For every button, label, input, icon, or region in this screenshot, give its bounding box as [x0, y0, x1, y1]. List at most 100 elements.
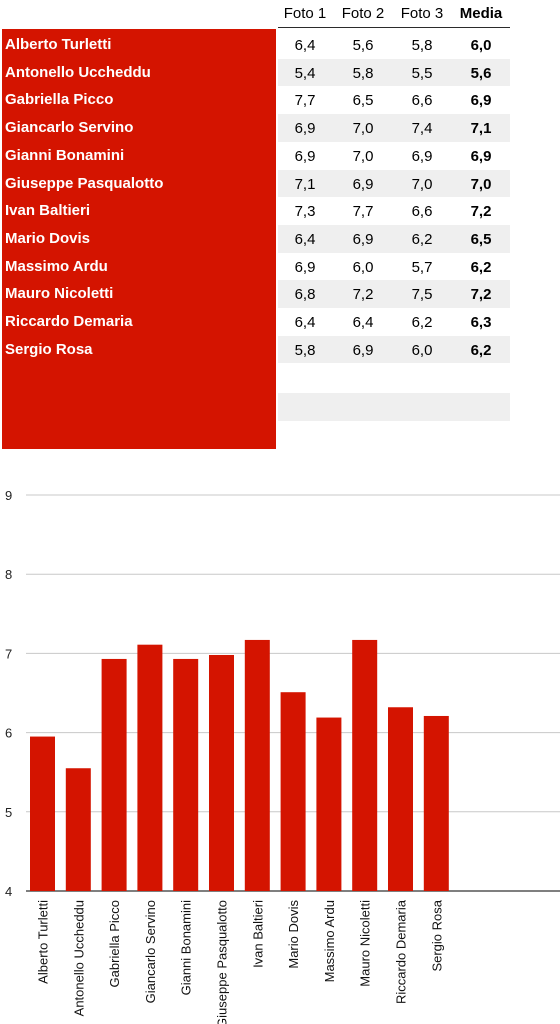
x-tick-label: Gianni Bonamini — [179, 900, 194, 995]
score-foto-2: 6,4 — [352, 314, 374, 331]
y-tick-label: 9 — [5, 488, 12, 503]
score-foto-2: 6,9 — [352, 175, 374, 193]
score-foto-1: 7,7 — [294, 92, 316, 110]
bar — [209, 654, 234, 891]
score-media: 5,6 — [470, 64, 492, 82]
row-stripe — [278, 335, 510, 364]
row-stripe — [278, 280, 510, 308]
score-foto-1: 6,9 — [294, 258, 316, 276]
header-media: Media — [459, 5, 503, 22]
score-foto-2: 7,0 — [352, 120, 374, 138]
score-foto-3: 5,7 — [411, 258, 433, 276]
table-row: Massimo Ardu 6,9 6,0 5,7 6,2 — [0, 253, 560, 281]
score-media: 6,9 — [470, 147, 492, 165]
y-tick-label: 6 — [5, 726, 12, 741]
bar — [30, 736, 55, 891]
average-score-bar-chart: 4 5 6 7 8 9 Alberto Turletti Antonello Uccheddu… — [5, 488, 560, 1024]
score-foto-1: 6,8 — [294, 286, 316, 304]
score-foto-3: 6,9 — [411, 147, 433, 165]
participant-name: Massimo Ardu — [5, 257, 108, 275]
bar — [137, 644, 163, 891]
y-tick-label: 8 — [5, 567, 12, 582]
score-media: 6,2 — [470, 258, 492, 276]
score-table: Foto 1 Foto 2 Foto 3 Media Alberto Turle… — [0, 0, 560, 450]
table-row: Alberto Turletti 6,4 5,6 5,8 6,0 — [0, 31, 560, 59]
header-underline — [278, 27, 510, 28]
score-foto-3: 5,5 — [411, 64, 433, 82]
participant-name: Gabriella Picco — [5, 91, 114, 109]
participant-name: Ivan Baltieri — [5, 202, 91, 220]
score-media: 6,9 — [470, 92, 492, 110]
bar — [352, 639, 378, 891]
row-stripe — [278, 58, 510, 87]
table-row: Giancarlo Servino 6,9 7,0 7,4 7,1 — [0, 114, 560, 142]
score-foto-1: 7,1 — [294, 175, 316, 193]
score-media: 6,5 — [470, 230, 492, 248]
y-tick-label: 7 — [5, 646, 12, 661]
y-tick-label: 5 — [5, 805, 12, 820]
participant-name: Riccardo Demaria — [5, 313, 133, 330]
score-foto-3: 7,5 — [411, 286, 433, 304]
table-row: Riccardo Demaria 6,4 6,4 6,2 6,3 — [0, 308, 560, 336]
x-tick-label: Massimo Ardu — [322, 900, 337, 982]
score-foto-3: 7,4 — [411, 120, 433, 138]
score-foto-1: 7,3 — [294, 203, 316, 221]
participant-name: Antonello Uccheddu — [5, 63, 151, 81]
bar — [101, 658, 127, 891]
table-row: Giuseppe Pasqualotto 7,1 6,9 7,0 7,0 — [0, 169, 560, 198]
score-foto-2: 6,0 — [352, 258, 374, 276]
table-row: Gianni Bonamini 6,9 7,0 6,9 6,9 — [0, 142, 560, 170]
names-panel — [2, 29, 276, 449]
score-media: 6,2 — [470, 341, 492, 359]
score-foto-3: 6,6 — [411, 203, 433, 221]
header-foto-3: Foto 3 — [400, 5, 444, 22]
bar — [280, 692, 306, 891]
bar — [65, 768, 91, 891]
score-media: 6,3 — [470, 314, 492, 331]
score-foto-2: 7,0 — [352, 147, 374, 165]
table-row: Mauro Nicoletti 6,8 7,2 7,5 7,2 — [0, 280, 560, 308]
score-foto-2: 6,9 — [352, 230, 374, 248]
header-foto-1: Foto 1 — [283, 5, 327, 22]
header-foto-2: Foto 2 — [341, 5, 385, 22]
bar — [316, 717, 342, 891]
bar — [173, 658, 199, 891]
score-foto-3: 6,6 — [411, 92, 433, 110]
score-foto-1: 6,4 — [294, 37, 316, 54]
row-stripe — [278, 114, 510, 142]
x-tick-label: Alberto Turletti — [36, 900, 51, 984]
x-tick-label: Antonello Uccheddu — [71, 900, 86, 1016]
x-tick-label: Mario Dovis — [286, 900, 301, 969]
table-row: Antonello Uccheddu 5,4 5,8 5,5 5,6 — [0, 58, 560, 87]
bar — [423, 715, 449, 891]
bar — [388, 707, 413, 891]
score-media: 7,1 — [470, 120, 492, 138]
x-tick-label: Giuseppe Pasqualotto — [215, 900, 230, 1024]
score-foto-3: 7,0 — [411, 175, 433, 193]
score-foto-1: 6,4 — [294, 230, 316, 248]
score-media: 6,0 — [470, 37, 492, 54]
score-foto-3: 5,8 — [411, 37, 433, 54]
x-tick-label: Ivan Baltieri — [250, 900, 265, 968]
score-foto-1: 6,9 — [294, 120, 316, 138]
score-media: 7,2 — [470, 286, 492, 304]
score-foto-2: 7,7 — [352, 203, 374, 221]
x-tick-label: Gabriella Picco — [107, 900, 122, 987]
x-tick-label: Giancarlo Servino — [143, 900, 158, 1003]
participant-name: Mario Dovis — [5, 229, 91, 247]
score-foto-2: 5,6 — [352, 37, 374, 54]
participant-name: Sergio Rosa — [5, 340, 93, 358]
score-foto-1: 6,4 — [294, 314, 316, 331]
bar — [244, 639, 270, 891]
x-tick-label: Riccardo Demaria — [394, 899, 409, 1004]
score-foto-1: 6,9 — [294, 147, 316, 165]
table-row: Sergio Rosa 5,8 6,9 6,0 6,2 — [0, 335, 560, 364]
score-foto-2: 6,9 — [352, 341, 374, 359]
score-foto-1: 5,4 — [294, 64, 316, 82]
participant-name: Gianni Bonamini — [5, 146, 125, 164]
score-foto-3: 6,2 — [411, 314, 433, 331]
score-media: 7,2 — [470, 203, 492, 221]
x-tick-label: Mauro Nicoletti — [358, 900, 373, 987]
participant-name: Giuseppe Pasqualotto — [5, 174, 164, 192]
table-row: Gabriella Picco 7,7 6,5 6,6 6,9 — [0, 86, 560, 114]
